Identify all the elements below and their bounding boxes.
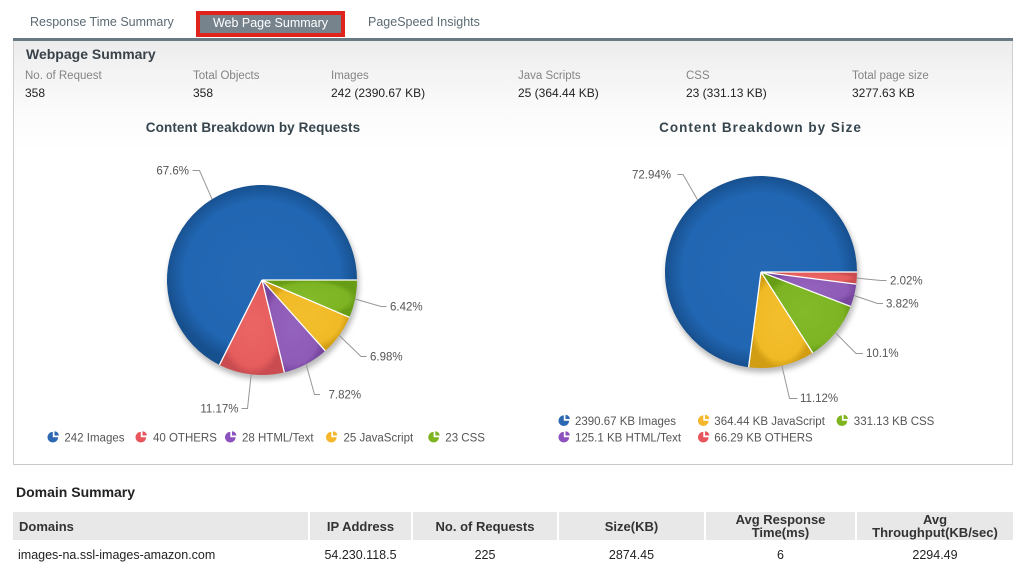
svg-text:67.6%: 67.6% (156, 166, 189, 178)
svg-text:2390.67 KB Images: 2390.67 KB Images (575, 416, 676, 428)
svg-text:6.98%: 6.98% (370, 352, 403, 364)
svg-text:2.02%: 2.02% (890, 276, 923, 288)
svg-text:11.12%: 11.12% (800, 393, 838, 405)
svg-text:40 OTHERS: 40 OTHERS (153, 433, 217, 445)
svg-text:125.1 KB HTML/Text: 125.1 KB HTML/Text (575, 433, 682, 445)
svg-text:242 Images: 242 Images (64, 433, 124, 445)
svg-text:3.82%: 3.82% (886, 299, 919, 311)
svg-text:25 JavaScript: 25 JavaScript (344, 433, 414, 445)
svg-text:331.13 KB CSS: 331.13 KB CSS (854, 416, 935, 428)
svg-text:6.42%: 6.42% (390, 302, 423, 314)
svg-text:7.82%: 7.82% (329, 390, 362, 402)
svg-text:23 CSS: 23 CSS (445, 433, 485, 445)
svg-text:364.44 KB JavaScript: 364.44 KB JavaScript (714, 416, 825, 428)
svg-text:28 HTML/Text: 28 HTML/Text (242, 433, 314, 445)
svg-text:72.94%: 72.94% (632, 170, 671, 182)
svg-text:66.29 KB OTHERS: 66.29 KB OTHERS (714, 433, 813, 445)
svg-text:10.1%: 10.1% (866, 348, 899, 360)
svg-text:11.17%: 11.17% (200, 404, 238, 416)
